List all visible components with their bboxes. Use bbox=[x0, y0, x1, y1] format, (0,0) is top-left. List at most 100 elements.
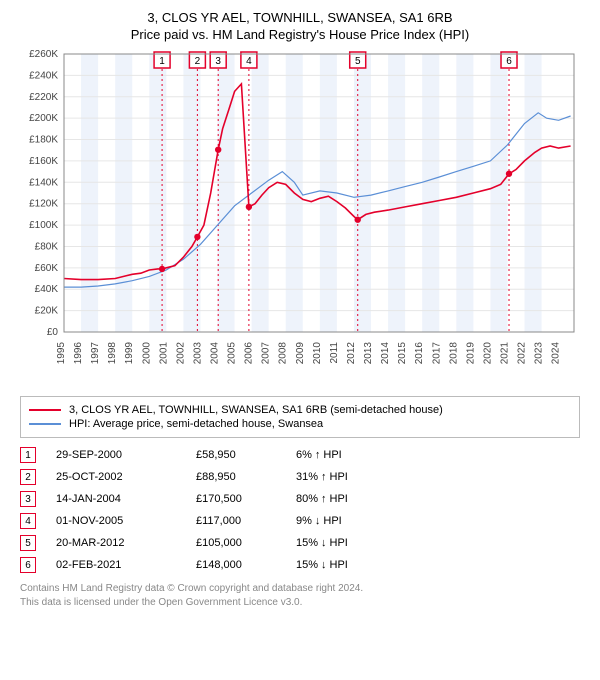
txn-arrow-icon: ↑ bbox=[321, 471, 327, 483]
chart-marker-number: 1 bbox=[159, 56, 165, 67]
y-tick-label: £160K bbox=[29, 156, 58, 167]
x-tick-label: 1999 bbox=[124, 342, 135, 365]
x-tick-label: 2017 bbox=[431, 342, 442, 365]
legend-label: 3, CLOS YR AEL, TOWNHILL, SWANSEA, SA1 6… bbox=[69, 404, 443, 416]
x-tick-label: 2007 bbox=[261, 342, 272, 365]
y-tick-label: £0 bbox=[47, 327, 59, 338]
x-tick-label: 2022 bbox=[517, 342, 528, 365]
x-tick-label: 2009 bbox=[295, 342, 306, 365]
txn-price: £58,950 bbox=[196, 449, 296, 461]
legend-swatch bbox=[29, 423, 61, 425]
txn-arrow-icon: ↑ bbox=[315, 449, 321, 461]
txn-date: 14-JAN-2004 bbox=[56, 493, 196, 505]
legend-item: 3, CLOS YR AEL, TOWNHILL, SWANSEA, SA1 6… bbox=[29, 403, 571, 417]
txn-tag: HPI bbox=[330, 537, 348, 549]
x-tick-label: 1996 bbox=[73, 342, 84, 365]
y-tick-label: £120K bbox=[29, 199, 58, 210]
y-tick-label: £200K bbox=[29, 113, 58, 124]
x-tick-label: 2018 bbox=[448, 342, 459, 365]
txn-pct: 15% bbox=[296, 559, 318, 571]
series-dot bbox=[215, 146, 221, 152]
txn-arrow-icon: ↓ bbox=[321, 559, 327, 571]
x-tick-label: 2019 bbox=[465, 342, 476, 365]
chart-marker-number: 6 bbox=[506, 56, 512, 67]
title-line-1: 3, CLOS YR AEL, TOWNHILL, SWANSEA, SA1 6… bbox=[10, 10, 590, 25]
x-tick-label: 2000 bbox=[141, 342, 152, 365]
y-tick-label: £100K bbox=[29, 220, 58, 231]
txn-marker: 1 bbox=[20, 447, 36, 463]
x-tick-label: 1998 bbox=[107, 342, 118, 365]
x-tick-label: 2004 bbox=[210, 342, 221, 365]
transaction-row: 2 25-OCT-2002£88,95031%↑HPI bbox=[20, 466, 580, 488]
y-tick-label: £220K bbox=[29, 92, 58, 103]
txn-marker: 5 bbox=[20, 535, 36, 551]
transaction-row: 314-JAN-2004£170,50080%↑HPI bbox=[20, 488, 580, 510]
y-tick-label: £180K bbox=[29, 135, 58, 146]
txn-date: 02-FEB-2021 bbox=[56, 559, 196, 571]
x-tick-label: 2024 bbox=[551, 342, 562, 365]
txn-arrow-icon: ↓ bbox=[321, 537, 327, 549]
x-tick-label: 1997 bbox=[90, 342, 101, 365]
txn-arrow-icon: ↓ bbox=[315, 515, 321, 527]
title-line-2: Price paid vs. HM Land Registry's House … bbox=[10, 27, 590, 42]
transaction-row: 602-FEB-2021£148,00015%↓HPI bbox=[20, 554, 580, 576]
legend: 3, CLOS YR AEL, TOWNHILL, SWANSEA, SA1 6… bbox=[20, 396, 580, 438]
x-tick-label: 2010 bbox=[312, 342, 323, 365]
txn-marker: 3 bbox=[20, 491, 36, 507]
txn-pct: 15% bbox=[296, 537, 318, 549]
txn-tag: HPI bbox=[323, 515, 341, 527]
x-tick-label: 2021 bbox=[499, 342, 510, 365]
footer-line-2: This data is licensed under the Open Gov… bbox=[20, 596, 580, 610]
txn-tag: HPI bbox=[323, 449, 341, 461]
x-tick-label: 2014 bbox=[380, 342, 391, 365]
x-tick-label: 2005 bbox=[227, 342, 238, 365]
txn-pct: 31% bbox=[296, 471, 318, 483]
x-tick-label: 2003 bbox=[192, 342, 203, 365]
y-tick-label: £240K bbox=[29, 70, 58, 81]
chart-svg: £0£20K£40K£60K£80K£100K£120K£140K£160K£1… bbox=[20, 48, 580, 388]
txn-price: £117,000 bbox=[196, 515, 296, 527]
txn-price: £170,500 bbox=[196, 493, 296, 505]
legend-item: HPI: Average price, semi-detached house,… bbox=[29, 417, 571, 431]
y-tick-label: £20K bbox=[35, 306, 59, 317]
txn-marker: 4 bbox=[20, 513, 36, 529]
chart-marker-number: 5 bbox=[355, 56, 361, 67]
txn-tag: HPI bbox=[330, 559, 348, 571]
transaction-row: 401-NOV-2005£117,0009%↓HPI bbox=[20, 510, 580, 532]
txn-marker: 2 bbox=[20, 469, 36, 485]
transaction-table: 129-SEP-2000£58,9506%↑HPI225-OCT-2002£88… bbox=[20, 444, 580, 576]
x-tick-label: 2002 bbox=[175, 342, 186, 365]
txn-price: £105,000 bbox=[196, 537, 296, 549]
series-dot bbox=[355, 217, 361, 223]
legend-label: HPI: Average price, semi-detached house,… bbox=[69, 418, 323, 430]
txn-date: 25-OCT-2002 bbox=[56, 471, 196, 483]
x-tick-label: 2011 bbox=[329, 342, 340, 364]
txn-date: 20-MAR-2012 bbox=[56, 537, 196, 549]
x-tick-label: 1995 bbox=[56, 342, 67, 365]
footer-line-1: Contains HM Land Registry data © Crown c… bbox=[20, 582, 580, 596]
x-tick-label: 2008 bbox=[278, 342, 289, 365]
chart-title: 3, CLOS YR AEL, TOWNHILL, SWANSEA, SA1 6… bbox=[10, 10, 590, 42]
txn-price: £88,950 bbox=[196, 471, 296, 483]
x-tick-label: 2016 bbox=[414, 342, 425, 365]
x-tick-label: 2020 bbox=[482, 342, 493, 365]
y-tick-label: £140K bbox=[29, 177, 58, 188]
txn-marker: 6 bbox=[20, 557, 36, 573]
txn-date: 29-SEP-2000 bbox=[56, 449, 196, 461]
y-tick-label: £80K bbox=[35, 241, 59, 252]
txn-pct: 6% bbox=[296, 449, 312, 461]
price-chart: £0£20K£40K£60K£80K£100K£120K£140K£160K£1… bbox=[20, 48, 580, 388]
legend-swatch bbox=[29, 409, 61, 411]
footer-attribution: Contains HM Land Registry data © Crown c… bbox=[20, 582, 580, 609]
series-dot bbox=[159, 266, 165, 272]
x-tick-label: 2023 bbox=[534, 342, 545, 365]
x-tick-label: 2012 bbox=[346, 342, 357, 365]
transaction-row: 1 29-SEP-2000£58,9506%↑HPI bbox=[20, 444, 580, 466]
y-tick-label: £60K bbox=[35, 263, 59, 274]
x-tick-label: 2001 bbox=[158, 342, 169, 365]
txn-tag: HPI bbox=[330, 471, 348, 483]
txn-arrow-icon: ↑ bbox=[321, 493, 327, 505]
series-dot bbox=[506, 171, 512, 177]
chart-marker-number: 4 bbox=[246, 56, 252, 67]
transaction-row: 5 20-MAR-2012£105,00015%↓HPI bbox=[20, 532, 580, 554]
